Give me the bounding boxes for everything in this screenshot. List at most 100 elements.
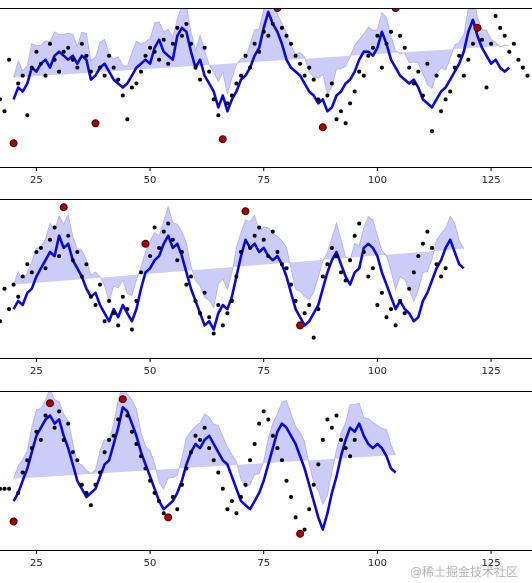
observation-point [348,101,353,106]
observation-point [152,490,157,495]
observation-point [179,250,184,254]
observation-point [243,482,248,487]
observation-point [25,262,30,267]
anomaly-point [118,395,127,404]
observation-point [152,49,157,54]
observation-point [270,21,275,26]
observation-point [161,37,166,42]
anomaly-point [318,123,327,132]
x-tick-label: 125 [482,366,501,377]
observation-point [357,221,362,226]
observation-point [266,417,271,422]
x-tick-label: 125 [482,558,501,569]
observation-point [34,429,39,434]
observation-point [48,237,52,242]
observation-point [411,270,416,275]
observation-point [20,274,25,279]
observation-point [379,290,384,295]
observation-point [75,250,80,254]
observation-point [389,29,393,34]
observation-point [120,294,125,299]
observation-point [430,129,434,134]
observation-point [229,93,234,98]
mean-line [12,10,511,113]
observation-point [343,121,348,126]
observation-point [489,41,494,46]
observation-point [239,495,243,499]
observation-point [57,409,62,414]
observation-point [420,241,425,246]
observation-point [7,307,12,312]
observation-point [470,41,475,46]
x-tick-label: 125 [482,175,501,186]
observation-point [7,486,12,491]
observation-point [430,245,434,250]
anomaly-point [91,119,100,128]
observation-point [379,65,384,70]
observation-point [511,41,516,46]
observation-point [339,437,343,442]
observation-point [43,266,48,271]
observation-point [29,270,34,275]
observation-point [316,462,321,467]
observation-point [202,425,207,430]
observation-point [216,113,221,118]
observation-point [143,53,148,58]
observation-point [270,229,275,234]
observation-point [57,254,62,259]
observation-point [480,37,484,42]
observation-point [466,57,471,62]
observation-point [402,45,407,50]
observation-point [239,73,243,78]
x-tick-label: 75 [257,558,270,569]
observation-point [375,303,380,307]
observation-point [279,458,284,463]
observation-point [116,417,121,422]
observation-point [366,53,371,58]
observation-point [525,73,530,78]
observation-point [334,254,339,259]
observation-point [102,319,107,324]
observation-point [293,53,298,58]
observation-point [248,245,253,250]
observation-point [20,73,25,78]
observation-point [148,45,153,50]
anomaly-point [296,321,305,330]
plot-area [0,391,397,538]
observation-point [198,77,203,82]
observation-point [16,294,21,299]
observation-point [79,274,84,279]
observation-point [425,61,430,66]
observation-point [261,409,266,414]
observation-point [111,65,116,70]
observation-point [261,237,266,242]
observation-point [439,274,444,279]
observation-point [98,65,102,70]
observation-point [257,225,262,230]
observation-point [329,81,334,86]
observation-point [234,81,239,86]
observation-point [448,89,453,94]
anomaly-point [241,207,250,216]
observation-point [25,113,30,118]
observation-point [279,262,284,267]
anomaly-point [9,517,18,526]
observation-point [311,335,316,340]
observation-point [329,425,334,430]
observation-point [311,482,316,487]
observation-point [411,81,416,86]
observation-point [220,486,225,491]
observation-point [139,69,143,74]
observation-point [88,503,93,508]
observation-point [234,274,239,279]
observation-point [52,225,57,230]
anomaly-point [296,529,305,538]
observation-point [48,41,52,46]
watermark: @稀土掘金技术社区 [409,565,518,579]
observation-point [38,437,43,442]
observation-point [398,298,403,303]
observation-point [202,45,207,50]
observation-point [198,311,203,316]
observation-point [202,290,207,295]
observation-point [175,507,180,512]
